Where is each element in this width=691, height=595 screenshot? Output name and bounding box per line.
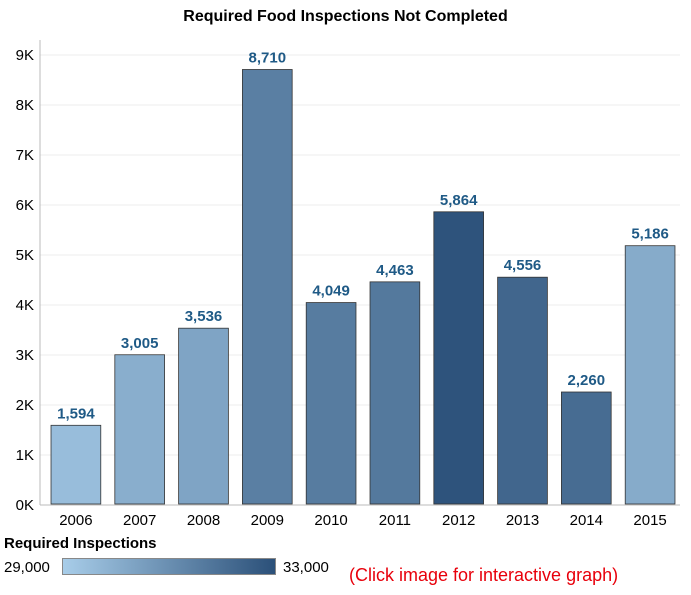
bar bbox=[178, 327, 229, 505]
y-tick-label: 6K bbox=[16, 197, 34, 214]
x-tick-label: 2010 bbox=[314, 512, 347, 529]
data-label: 3,536 bbox=[185, 308, 223, 325]
x-tick-label: 2008 bbox=[187, 512, 220, 529]
y-tick-label: 7K bbox=[16, 147, 34, 164]
data-label: 5,186 bbox=[631, 226, 669, 243]
x-tick-label: 2013 bbox=[506, 512, 539, 529]
data-label: 4,463 bbox=[376, 262, 414, 279]
bar bbox=[433, 211, 484, 505]
bar bbox=[114, 354, 165, 505]
bar bbox=[561, 391, 612, 505]
chart-title: Required Food Inspections Not Completed bbox=[183, 8, 508, 25]
bar bbox=[305, 302, 357, 505]
x-tick-label: 2006 bbox=[59, 512, 92, 529]
bar bbox=[242, 69, 293, 505]
x-tick-label: 2014 bbox=[570, 512, 603, 529]
x-tick-label: 2007 bbox=[123, 512, 156, 529]
x-tick-label: 2015 bbox=[633, 512, 666, 529]
y-tick-label: 4K bbox=[16, 297, 34, 314]
y-tick-label: 9K bbox=[16, 47, 34, 64]
data-label: 3,005 bbox=[121, 335, 159, 352]
data-label: 1,594 bbox=[57, 405, 95, 422]
bar bbox=[497, 276, 548, 505]
bar bbox=[50, 424, 102, 505]
x-tick-label: 2012 bbox=[442, 512, 475, 529]
data-label: 8,710 bbox=[249, 50, 287, 67]
color-legend-min-label: 29,000 bbox=[4, 559, 50, 576]
color-legend-gradient bbox=[62, 558, 276, 575]
y-tick-label: 5K bbox=[16, 247, 34, 264]
bar bbox=[624, 245, 676, 505]
data-label: 2,260 bbox=[568, 372, 606, 389]
y-tick-label: 1K bbox=[16, 447, 34, 464]
x-tick-label: 2011 bbox=[379, 512, 411, 529]
y-tick-label: 8K bbox=[16, 97, 34, 114]
bar bbox=[369, 281, 421, 505]
color-legend-title: Required Inspections bbox=[4, 535, 157, 552]
y-tick-label: 2K bbox=[16, 397, 34, 414]
interactive-graph-note[interactable]: (Click image for interactive graph) bbox=[349, 565, 619, 585]
y-tick-label: 0K bbox=[16, 497, 34, 514]
y-tick-label: 3K bbox=[16, 347, 34, 364]
data-label: 5,864 bbox=[440, 192, 478, 209]
data-label: 4,049 bbox=[312, 283, 350, 300]
color-legend-max-label: 33,000 bbox=[283, 559, 329, 576]
x-tick-label: 2009 bbox=[251, 512, 284, 529]
data-label: 4,556 bbox=[504, 257, 542, 274]
